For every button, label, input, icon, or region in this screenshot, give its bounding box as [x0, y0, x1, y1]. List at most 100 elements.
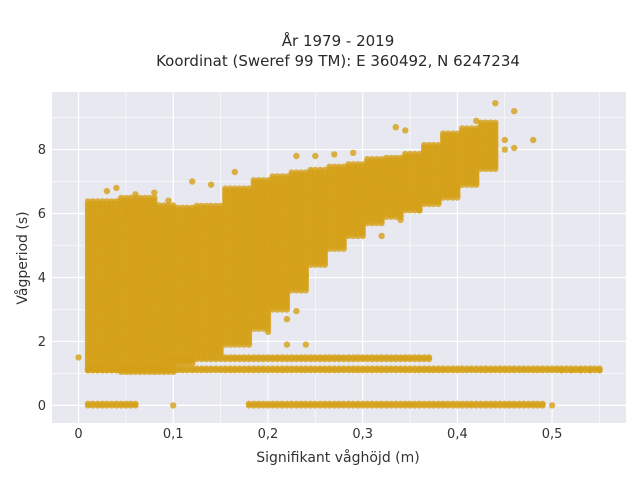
- data-point: [411, 150, 418, 158]
- data-point: [525, 400, 532, 407]
- data-point: [103, 187, 111, 195]
- data-point: [283, 341, 291, 348]
- data-point: [293, 169, 300, 176]
- data-point: [335, 163, 343, 170]
- data-point: [117, 194, 125, 202]
- data-point: [430, 400, 437, 407]
- y-axis-title: Vågperiod (s): [14, 211, 31, 304]
- data-point: [548, 365, 556, 372]
- data-point: [302, 400, 309, 407]
- data-point: [288, 365, 295, 372]
- data-point: [421, 365, 428, 372]
- data-point: [170, 354, 177, 361]
- data-point: [288, 354, 295, 361]
- data-point: [260, 177, 267, 184]
- data-point: [326, 163, 333, 170]
- data-point: [312, 152, 319, 160]
- data-point: [132, 400, 139, 407]
- data-point: [378, 365, 385, 372]
- data-point: [222, 354, 229, 361]
- data-point: [160, 202, 167, 209]
- data-point: [548, 402, 556, 409]
- data-point: [189, 178, 196, 185]
- data-point: [89, 198, 96, 205]
- data-point: [245, 185, 253, 192]
- data-point: [103, 198, 111, 205]
- data-point: [345, 161, 352, 168]
- data-point: [473, 400, 480, 407]
- data-point: [165, 202, 172, 209]
- data-point: [165, 197, 172, 204]
- data-point: [477, 119, 485, 126]
- data-point: [425, 141, 433, 149]
- data-point: [350, 161, 357, 168]
- data-point: [458, 365, 466, 372]
- data-point: [392, 400, 399, 407]
- data-point: [207, 344, 215, 351]
- data-point: [387, 154, 395, 162]
- x-tick-label: 0,2: [258, 427, 279, 442]
- data-point: [288, 400, 295, 407]
- data-point: [378, 156, 385, 163]
- data-point: [473, 125, 480, 132]
- data-point: [354, 354, 362, 361]
- data-point: [430, 141, 437, 149]
- data-point: [155, 202, 163, 209]
- data-point: [392, 354, 399, 361]
- data-point: [392, 124, 399, 131]
- x-tick-label: 0,5: [542, 427, 563, 442]
- data-point: [212, 202, 220, 210]
- data-point: [496, 400, 504, 407]
- data-point: [255, 177, 262, 184]
- data-point: [444, 365, 452, 372]
- data-point: [184, 204, 191, 211]
- y-axis-ticks: 0 2 4 6 8: [38, 143, 46, 414]
- data-point: [222, 185, 229, 192]
- data-point: [141, 365, 148, 372]
- data-point: [293, 152, 300, 160]
- data-point: [482, 365, 489, 372]
- data-point: [170, 402, 177, 409]
- data-point: [378, 232, 385, 240]
- data-point: [170, 202, 177, 209]
- data-point: [260, 400, 267, 407]
- data-point: [458, 125, 466, 132]
- data-point: [525, 365, 532, 372]
- data-point: [440, 130, 447, 137]
- data-point: [312, 166, 319, 174]
- data-point: [226, 185, 234, 192]
- data-point: [402, 150, 409, 158]
- data-point: [364, 400, 371, 407]
- data-point: [406, 150, 414, 158]
- data-point: [250, 177, 257, 184]
- data-point: [146, 194, 153, 202]
- y-tick-label: 4: [38, 271, 46, 286]
- data-point: [458, 400, 466, 407]
- data-point: [511, 108, 518, 115]
- data-point: [231, 185, 238, 192]
- data-point: [302, 272, 309, 280]
- data-point: [293, 307, 300, 315]
- data-point: [241, 185, 248, 192]
- data-point: [340, 365, 347, 372]
- x-axis-title: Signifikant våghöjd (m): [256, 449, 419, 466]
- data-point: [302, 365, 309, 372]
- data-point: [425, 354, 433, 361]
- y-tick-label: 8: [38, 143, 46, 158]
- data-point: [482, 400, 489, 407]
- data-point: [421, 400, 428, 407]
- data-point: [108, 198, 115, 205]
- data-point: [454, 184, 461, 192]
- data-point: [326, 365, 333, 372]
- data-point: [179, 204, 186, 211]
- data-point: [274, 365, 281, 372]
- data-point: [113, 184, 120, 192]
- data-point: [501, 146, 508, 153]
- data-point: [302, 341, 309, 348]
- data-point: [364, 365, 371, 372]
- x-tick-label: 0,1: [163, 427, 184, 442]
- data-point: [496, 365, 504, 372]
- data-point: [586, 367, 594, 374]
- data-point: [203, 202, 210, 210]
- data-point: [274, 354, 281, 361]
